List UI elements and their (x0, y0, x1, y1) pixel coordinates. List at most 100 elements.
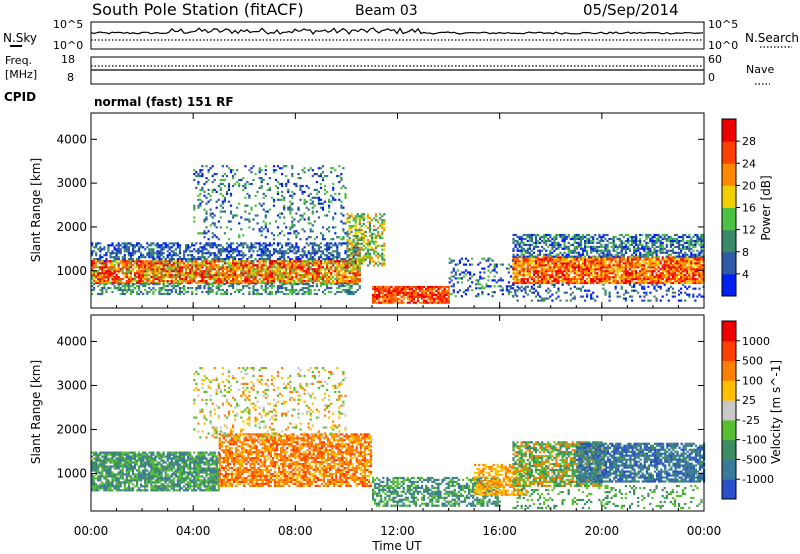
heatmap-cell (351, 272, 353, 274)
heatmap-cell (265, 169, 267, 171)
heatmap-cell (277, 289, 279, 291)
heatmap-cell (559, 270, 561, 272)
heatmap-cell (658, 266, 660, 268)
heatmap-cell (372, 302, 374, 304)
heatmap-cell (287, 266, 289, 268)
heatmap-cell (514, 289, 516, 291)
heatmap-cell (498, 279, 500, 281)
heatmap-cell (230, 256, 232, 258)
heatmap-cell (631, 274, 633, 276)
heatmap-cell (265, 211, 267, 213)
heatmap-cell (481, 277, 483, 279)
heatmap-cell (279, 280, 281, 282)
heatmap-cell (126, 250, 128, 252)
heatmap-cell (351, 213, 353, 215)
heatmap-cell (674, 278, 676, 280)
heatmap-cell (519, 250, 521, 252)
heatmap-cell (537, 282, 539, 284)
heatmap-cell (390, 292, 392, 294)
heatmap-cell (596, 274, 598, 276)
heatmap-cell (212, 291, 214, 293)
heatmap-cell (128, 268, 130, 270)
heatmap-cell (318, 175, 320, 177)
heatmap-cell (116, 262, 118, 264)
heatmap-cell (263, 254, 265, 256)
heatmap-cell (594, 270, 596, 272)
heatmap-cell (383, 262, 385, 264)
heatmap-cell (541, 240, 543, 242)
heatmap-cell (621, 282, 623, 284)
heatmap-cell (361, 259, 363, 261)
heatmap-cell (279, 250, 281, 252)
heatmap-cell (344, 193, 346, 195)
heatmap-cell (382, 298, 384, 300)
heatmap-cell (136, 293, 138, 295)
heatmap-cell (357, 215, 359, 217)
heatmap-cell (111, 272, 113, 274)
heatmap-cell (437, 286, 439, 288)
heatmap-cell (275, 272, 277, 274)
heatmap-cell (527, 234, 529, 236)
heatmap-cell (483, 287, 485, 289)
heatmap-cell (224, 258, 226, 260)
heatmap-cell (261, 285, 263, 287)
date-label: 05/Sep/2014 (583, 1, 679, 19)
heatmap-cell (138, 293, 140, 295)
heatmap-cell (617, 264, 619, 266)
heatmap-cell (494, 264, 496, 266)
heatmap-cell (312, 207, 314, 209)
heatmap-cell (299, 214, 301, 216)
heatmap-cell (433, 286, 435, 288)
heatmap-cell (267, 272, 269, 274)
heatmap-cell (185, 272, 187, 274)
heatmap-cell (244, 272, 246, 274)
heatmap-cell (114, 268, 116, 270)
heatmap-cell (99, 280, 101, 282)
heatmap-cell (134, 283, 136, 285)
heatmap-cell (173, 252, 175, 254)
heatmap-cell (639, 278, 641, 280)
heatmap-cell (216, 191, 218, 193)
heatmap-cell (101, 272, 103, 274)
heatmap-cell (551, 238, 553, 240)
heatmap-cell (111, 260, 113, 262)
heatmap-cell (427, 294, 429, 296)
heatmap-cell (140, 280, 142, 282)
heatmap-cell (291, 167, 293, 169)
heatmap-cell (700, 264, 702, 266)
heatmap-cell (517, 240, 519, 242)
freq-panel: Freq. [MHz] 18 8 60 0 Nave (5, 53, 774, 84)
heatmap-cell (208, 278, 210, 280)
heatmap-cell (201, 187, 203, 189)
heatmap-cell (649, 278, 651, 280)
heatmap-cell (181, 262, 183, 264)
heatmap-cell (255, 274, 257, 276)
heatmap-cell (553, 250, 555, 252)
heatmap-cell (242, 246, 244, 248)
heatmap-cell (500, 279, 502, 281)
heatmap-cell (365, 255, 367, 257)
heatmap-cell (232, 250, 234, 252)
heatmap-cell (314, 252, 316, 254)
heatmap-cell (306, 262, 308, 264)
heatmap-cell (523, 276, 525, 278)
heatmap-cell (297, 260, 299, 262)
heatmap-cell (259, 260, 261, 262)
heatmap-cell (191, 272, 193, 274)
heatmap-cell (199, 272, 201, 274)
heatmap-cell (218, 185, 220, 187)
heatmap-cell (273, 201, 275, 203)
heatmap-cell (694, 270, 696, 272)
heatmap-cell (240, 289, 242, 291)
heatmap-cell (244, 285, 246, 287)
heatmap-cell (635, 262, 637, 264)
heatmap-cell (401, 302, 403, 304)
heatmap-cell (218, 289, 220, 291)
heatmap-cell (208, 238, 210, 240)
heatmap-cell (670, 260, 672, 262)
heatmap-cell (297, 250, 299, 252)
heatmap-cell (287, 278, 289, 280)
heatmap-cell (124, 287, 126, 289)
heatmap-cell (279, 260, 281, 262)
heatmap-cell (355, 223, 357, 225)
